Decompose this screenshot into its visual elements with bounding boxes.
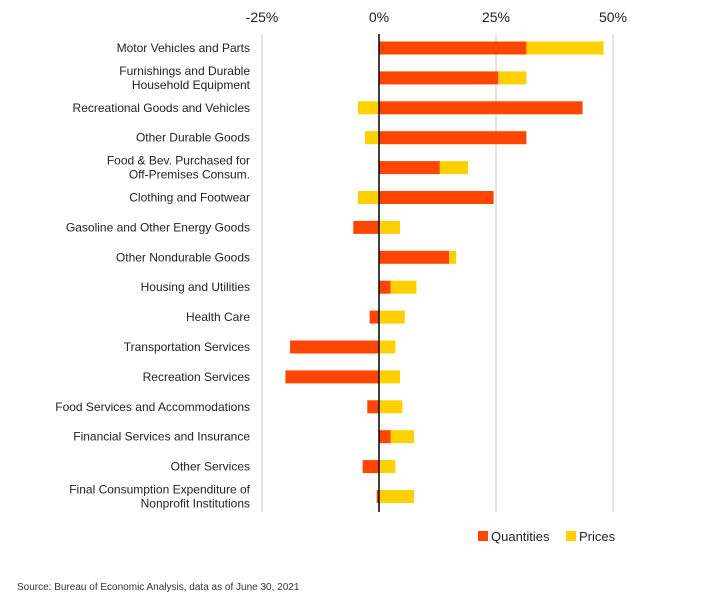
- category-label: Gasoline and Other Energy Goods: [66, 220, 250, 234]
- category-label-line: Transportation Services: [124, 340, 250, 354]
- category-label-line: Final Consumption Expenditure of: [69, 483, 250, 497]
- source-note: Source: Bureau of Economic Analysis, dat…: [17, 582, 300, 593]
- bar-quantities: [379, 41, 527, 55]
- bar-quantities: [379, 161, 440, 175]
- category-label-line: Food & Bev. Purchased for: [107, 154, 250, 168]
- category-label: Recreation Services: [143, 370, 250, 384]
- category-label: Housing and Utilities: [141, 280, 250, 294]
- bar-prices: [357, 191, 379, 204]
- bars: [285, 41, 604, 503]
- bar-quantities: [379, 71, 499, 85]
- bar-prices: [439, 161, 468, 175]
- bar-prices: [449, 250, 457, 264]
- bar-quantities: [369, 310, 379, 324]
- bar-quantities: [379, 250, 450, 264]
- category-labels: Motor Vehicles and Parts Furnishings and …: [55, 41, 250, 511]
- bar-prices: [526, 41, 604, 55]
- x-tick-label: 50%: [599, 9, 627, 25]
- bar-prices: [364, 131, 379, 145]
- category-label-line: Furnishings and Durable: [119, 64, 250, 78]
- category-label-line: Other Durable Goods: [136, 131, 250, 145]
- legend: Quantities Prices: [478, 529, 616, 544]
- legend-swatch-prices: [566, 531, 576, 541]
- category-label: Furnishings and Durable Household Equipme…: [119, 64, 250, 92]
- bar-prices: [390, 430, 415, 444]
- category-label-line: Household Equipment: [132, 78, 251, 92]
- legend-label-prices: Prices: [579, 529, 616, 544]
- bar-prices: [379, 340, 396, 354]
- bar-quantities: [379, 101, 583, 115]
- category-label: Clothing and Footwear: [129, 191, 250, 205]
- category-label-line: Nonprofit Institutions: [141, 497, 250, 511]
- category-label: Health Care: [186, 310, 250, 324]
- category-label: Recreational Goods and Vehicles: [73, 101, 250, 115]
- category-label: Food Services and Accommodations: [55, 400, 250, 414]
- bar-quantities: [290, 340, 379, 354]
- category-label-line: Other Nondurable Goods: [116, 250, 250, 264]
- x-tick-label: 0%: [369, 9, 389, 25]
- category-label: Food & Bev. Purchased for Off-Premises Co…: [107, 154, 250, 182]
- bar-quantities: [362, 460, 379, 474]
- category-label-line: Off-Premises Consum.: [129, 168, 250, 182]
- legend-label-quantities: Quantities: [491, 529, 550, 544]
- category-label-line: Clothing and Footwear: [129, 191, 250, 205]
- bar-quantities: [379, 280, 391, 294]
- category-label-line: Food Services and Accommodations: [55, 400, 250, 414]
- bar-prices: [390, 280, 417, 294]
- bar-prices: [379, 310, 405, 324]
- bar-quantities: [379, 191, 494, 204]
- bar-prices: [379, 220, 401, 234]
- bar-quantities: [367, 400, 379, 414]
- category-label: Transportation Services: [124, 340, 250, 354]
- category-label: Other Nondurable Goods: [116, 250, 250, 264]
- bar-quantities: [353, 220, 379, 234]
- category-label: Other Durable Goods: [136, 131, 250, 145]
- x-tick-label: -25%: [246, 9, 279, 25]
- category-label: Financial Services and Insurance: [73, 430, 250, 444]
- category-label-line: Gasoline and Other Energy Goods: [66, 220, 250, 234]
- x-tick-label: 25%: [482, 9, 510, 25]
- bar-prices: [379, 460, 396, 474]
- category-label-line: Health Care: [186, 310, 250, 324]
- category-label: Final Consumption Expenditure of Nonprofi…: [69, 483, 250, 511]
- bar-quantities: [285, 370, 379, 384]
- category-label-line: Recreational Goods and Vehicles: [73, 101, 250, 115]
- x-axis-tick-labels: -25% 0% 25% 50%: [246, 9, 627, 25]
- bar-prices: [498, 71, 527, 85]
- legend-swatch-quantities: [478, 531, 488, 541]
- category-label-line: Recreation Services: [143, 370, 250, 384]
- bar-prices: [357, 101, 379, 115]
- category-label-line: Other Services: [171, 460, 250, 474]
- bar-prices: [379, 400, 403, 414]
- bar-prices: [379, 490, 415, 503]
- bar-quantities: [376, 490, 379, 503]
- category-label-line: Financial Services and Insurance: [73, 430, 250, 444]
- bar-quantities: [379, 430, 391, 444]
- bar-quantities: [379, 131, 527, 145]
- bar-prices: [379, 370, 401, 384]
- category-label-line: Motor Vehicles and Parts: [117, 41, 250, 55]
- category-label: Motor Vehicles and Parts: [117, 41, 250, 55]
- category-label: Other Services: [171, 460, 250, 474]
- category-label-line: Housing and Utilities: [141, 280, 250, 294]
